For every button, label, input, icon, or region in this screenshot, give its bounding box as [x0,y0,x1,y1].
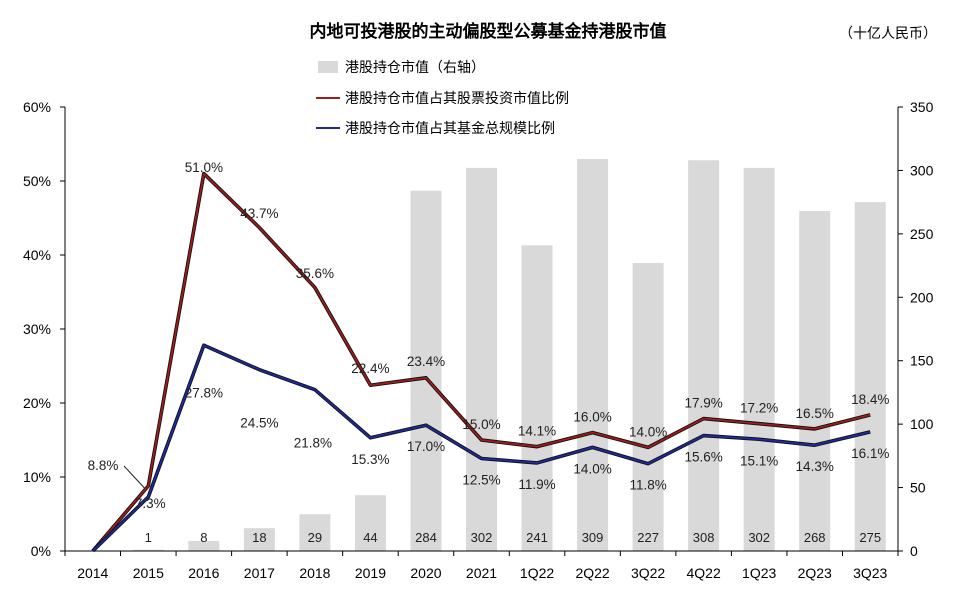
unit-label: （十亿人民币） [839,25,937,41]
line-fund-ratio-label: 7.3% [135,496,166,511]
line-stock-ratio-label: 17.2% [740,401,778,416]
line-fund-ratio-label: 15.1% [740,453,778,468]
bar [799,211,831,551]
line-stock-ratio-label: 17.9% [684,396,722,411]
line-stock-ratio-label: 16.5% [796,406,834,421]
right-tick-label: 50 [910,480,926,496]
chart-title: 内地可投港股的主动偏股型公募基金持港股市值 [310,21,667,41]
right-tick-label: 350 [910,99,934,115]
right-tick-label: 250 [910,226,934,242]
line-fund-ratio-label: 15.3% [351,452,389,467]
line-fund-ratio-label: 27.8% [185,385,223,400]
bar [743,167,775,552]
line-fund-ratio-label: 16.1% [851,446,889,461]
x-tick-label: 1Q23 [742,565,776,581]
bar [188,540,220,551]
left-tick-label: 50% [23,173,51,189]
left-tick-label: 60% [23,99,51,115]
bar [577,159,609,552]
bar [354,495,386,551]
line-fund-ratio-label: 11.9% [518,477,555,492]
line-fund-ratio-label: 14.0% [573,461,611,476]
line-stock-ratio-label: 14.1% [518,424,556,439]
bar [410,190,442,551]
right-tick-label: 150 [910,353,934,369]
bar [243,528,275,551]
legend: 港股持仓市值（右轴） 港股持仓市值占其股票投资市值比例 港股持仓市值占其基金总规… [316,59,569,136]
x-tick-label: 2018 [299,565,330,581]
legend-label-line-fund-ratio: 港股持仓市值占其基金总规模比例 [345,120,555,136]
bar-value-label: 8 [200,530,207,545]
line-fund-ratio-label: 21.8% [294,436,332,451]
bar [466,167,497,552]
line-stock-ratio-label: 14.0% [629,424,667,439]
right-tick-label: 200 [910,289,934,305]
legend-swatch-bar [318,61,338,73]
x-tick-label: 1Q22 [520,565,554,581]
bar-value-label: 18 [252,530,266,545]
x-tick-label: 3Q23 [853,565,887,581]
bar [521,245,553,551]
line-stock-ratio-label: 35.6% [296,266,334,281]
x-tick-label: 2016 [188,565,219,581]
line-stock-ratio-label: 43.7% [240,206,278,221]
bar-value-label: 302 [748,530,770,545]
legend-label-bar: 港股持仓市值（右轴） [345,59,485,75]
bar-value-label: 241 [526,530,548,545]
left-tick-label: 0% [31,543,51,559]
line-fund-ratio-label: 17.0% [407,439,445,454]
bar [854,202,886,551]
line-fund-ratio-label: 12.5% [462,473,500,488]
line-fund-ratio-label: 11.8% [629,478,666,493]
bar-value-label: 1 [145,530,152,545]
bar [132,549,164,551]
left-tick-label: 10% [23,469,51,485]
line-stock-ratio-label: 23.4% [407,354,445,369]
line-fund-ratio-label: 15.6% [684,450,722,465]
line-stock-ratio-label: 15.0% [462,417,500,432]
right-tick-label: 300 [910,162,934,178]
x-tick-label: 2Q22 [575,565,609,581]
line-fund-ratio-label: 14.3% [796,459,834,474]
line-fund-ratio-label: 24.5% [240,416,278,431]
bar [632,263,664,551]
line-stock-ratio-label: 16.0% [573,410,611,425]
line-stock-ratio-label: 51.0% [185,160,223,175]
right-tick-label: 0 [910,543,918,559]
bar-value-label: 268 [804,530,826,545]
x-tick-label: 2017 [244,565,275,581]
bar-value-label: 309 [582,530,604,545]
x-tick-label: 2021 [466,565,497,581]
left-tick-label: 30% [23,321,51,337]
label-leader-line [123,465,145,489]
bar-value-label: 275 [859,530,881,545]
x-tick-label: 2Q23 [798,565,832,581]
left-tick-label: 40% [23,247,51,263]
line-stock-ratio-label: 8.8% [88,458,119,473]
line-stock-ratio-label: 18.4% [851,392,889,407]
bar-value-label: 284 [415,530,437,545]
x-tick-label: 4Q22 [687,565,721,581]
line-fund-ratio [92,344,871,552]
x-tick-label: 2019 [355,565,386,581]
bar [688,160,720,551]
bar-value-label: 29 [308,530,322,545]
x-tick-label: 3Q22 [631,565,665,581]
bar-value-label: 44 [363,530,377,545]
bar-value-label: 227 [637,530,659,545]
bar-value-label: 302 [471,530,493,545]
bar-value-label: 308 [693,530,715,545]
x-tick-label: 2015 [133,565,164,581]
right-tick-label: 100 [910,416,934,432]
line-stock-ratio-label: 22.4% [351,361,389,376]
x-tick-label: 2020 [410,565,441,581]
x-tick-label: 2014 [77,565,108,581]
left-tick-label: 20% [23,395,51,411]
line-stock-ratio [92,172,871,552]
bar [299,514,331,551]
plot-area: 0% 10% 20% 30% 40% 50% 60% 0 50 100 150 200 250 300 35… [23,99,934,581]
legend-label-line-stock-ratio: 港股持仓市值占其股票投资市值比例 [345,90,569,106]
